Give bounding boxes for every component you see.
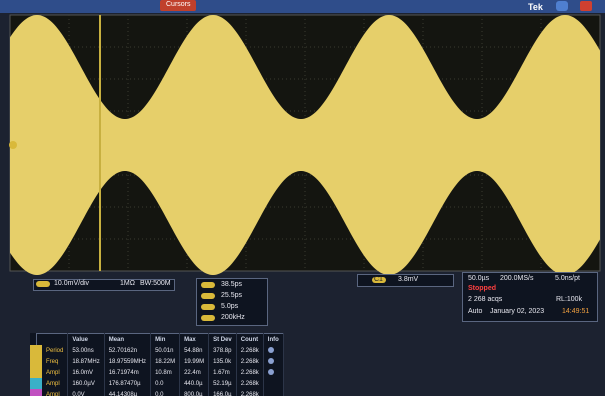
measurement-cell: 176.87470µ xyxy=(104,378,150,389)
measurement-cell: 0.0V xyxy=(68,389,104,396)
measurement-name: Ampl xyxy=(36,389,68,396)
header-cell: Max xyxy=(180,334,209,346)
sample-rate: 200.0MS/s xyxy=(500,275,533,282)
timing-value: 25.5ps xyxy=(221,292,242,299)
measurement-cell: 52.19µ xyxy=(209,378,237,389)
measurement-cell: 53.00ns xyxy=(68,345,104,356)
measurement-cell: 1.67m xyxy=(209,367,237,378)
timing-pill xyxy=(201,315,215,321)
horizontal-scale: 50.0µs xyxy=(468,275,489,282)
measurement-name: Freq xyxy=(36,356,68,367)
measurement-cell: 800.0µ xyxy=(180,389,209,396)
info-cell xyxy=(263,378,283,389)
measurement-cell: 54.88n xyxy=(180,345,209,356)
info-icon[interactable] xyxy=(268,347,274,353)
info-cell xyxy=(263,345,283,356)
timing-value: 5.0ps xyxy=(221,303,238,310)
acq-state: Stopped xyxy=(468,285,496,292)
channel-marker xyxy=(9,141,17,149)
measurement-cell: 2.268k xyxy=(236,367,263,378)
measurement-cell: 18.22M xyxy=(151,356,180,367)
measurement-cell: 166.0µ xyxy=(209,389,237,396)
trigger-mode: Auto xyxy=(468,308,482,315)
channel-color xyxy=(36,281,50,287)
resolution: 5.0ns/pt xyxy=(555,275,580,282)
measurement-cell: 2.268k xyxy=(236,345,263,356)
measurement-cell: 0.0 xyxy=(151,389,180,396)
trigger-level: 3.8mV xyxy=(398,276,418,283)
brand: Tek xyxy=(528,2,543,12)
timing-value: 200kHz xyxy=(221,314,245,321)
record-length: RL:100k xyxy=(556,296,582,303)
minimize-button[interactable] xyxy=(556,1,568,11)
measurement-cell: 50.01n xyxy=(151,345,180,356)
measurement-cell: 2.268k xyxy=(236,378,263,389)
measurement-cell: 52.70162n xyxy=(104,345,150,356)
measurement-name: Period xyxy=(36,345,68,356)
header-cell: Min xyxy=(151,334,180,346)
close-button[interactable] xyxy=(580,1,592,11)
measurement-cell: 18.87MHz xyxy=(68,356,104,367)
info-icon[interactable] xyxy=(268,358,274,364)
measurement-cell: 44.14308µ xyxy=(104,389,150,396)
channel-impedance: 1MΩ xyxy=(120,280,135,287)
measurement-cell: 10.8m xyxy=(151,367,180,378)
timing-pill xyxy=(201,282,215,288)
scope-screen: Cursors Tek 10.0mV/div 1MΩ BW:500M 38.5p… xyxy=(0,0,605,396)
cursors-label: Cursors xyxy=(166,1,191,8)
measurement-cell: 2.268k xyxy=(236,389,263,396)
header-cell: St Dev xyxy=(209,334,237,346)
measurement-cell: 16.71974m xyxy=(104,367,150,378)
trigger-source: C1 xyxy=(374,276,383,283)
time: 14:49:51 xyxy=(562,308,589,315)
channel-scale: 10.0mV/div xyxy=(54,280,89,287)
acq-count: 2 268 acqs xyxy=(468,296,502,303)
measurement-cell: 19.99M xyxy=(180,356,209,367)
measurement-cell: 22.4m xyxy=(180,367,209,378)
timing-box: 38.5ps 25.5ps 5.0ps 200kHz xyxy=(196,278,268,326)
header-cell: Info xyxy=(263,334,283,346)
header-cell: Mean xyxy=(104,334,150,346)
timing-value: 38.5ps xyxy=(221,281,242,288)
date: January 02, 2023 xyxy=(490,308,544,315)
measurement-cell: 378.8p xyxy=(209,345,237,356)
measurement-cell: 2.268k xyxy=(236,356,263,367)
timing-pill xyxy=(201,304,215,310)
top-bar xyxy=(0,0,605,13)
measurement-cell: 440.0µ xyxy=(180,378,209,389)
measurement-name: Ampl xyxy=(36,378,68,389)
info-cell xyxy=(263,367,283,378)
info-cell xyxy=(263,389,283,396)
header-cell: Value xyxy=(68,334,104,346)
measurement-cell: 18.97559MHz xyxy=(104,356,150,367)
waveform-display xyxy=(0,13,605,285)
header-cell xyxy=(36,334,68,346)
info-cell xyxy=(263,356,283,367)
measurement-cell: 16.0mV xyxy=(68,367,104,378)
channel-bandwidth: BW:500M xyxy=(140,280,171,287)
measurement-cell: 135.0k xyxy=(209,356,237,367)
info-icon[interactable] xyxy=(268,369,274,375)
header-cell: Count xyxy=(236,334,263,346)
measurement-cell: 160.0µV xyxy=(68,378,104,389)
measurement-name: Ampl xyxy=(36,367,68,378)
measurement-cell: 0.0 xyxy=(151,378,180,389)
timing-pill xyxy=(201,293,215,299)
